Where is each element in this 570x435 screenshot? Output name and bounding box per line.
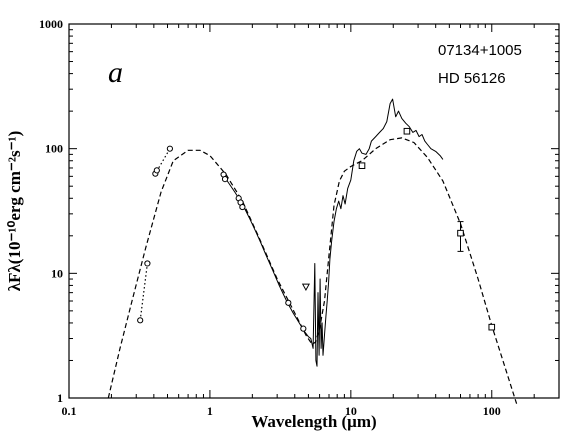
data-point-square (457, 229, 464, 237)
data-point-square (488, 323, 496, 331)
x-tick-label: 10 (345, 404, 357, 418)
data-point-circle (153, 167, 160, 174)
annotation-source-id: 07134+1005 (438, 42, 522, 59)
model-curve-dashed (107, 137, 518, 404)
spectrum-curve-solid (225, 98, 444, 367)
data-point-circle (137, 317, 144, 324)
data-point-circle (166, 145, 174, 152)
x-tick-label: 1 (207, 404, 213, 418)
marker-layer (137, 127, 496, 332)
y-tick-labels: 1 10 100 1000 (39, 17, 63, 405)
photometry-link-dotted (139, 263, 148, 321)
y-axis-title: λFλ(10⁻¹⁰erg cm⁻²s⁻¹) (5, 131, 24, 292)
x-axis-title: Wavelength (μm) (251, 412, 376, 431)
y-tick-label: 1 (57, 391, 63, 405)
data-point-circle (144, 260, 151, 267)
x-tick-labels: 0.1 1 10 100 (62, 404, 501, 418)
y-tick-label: 100 (45, 142, 63, 156)
y-tick-label: 1000 (39, 17, 63, 31)
data-point-circle (239, 203, 246, 211)
data-point-circle (285, 299, 292, 306)
data-point-square (403, 127, 411, 135)
data-point-circle (221, 176, 229, 183)
data-point-circle (300, 325, 307, 332)
series-layer (107, 98, 518, 404)
x-tick-label: 100 (483, 404, 501, 418)
y-tick-label: 10 (51, 266, 63, 280)
plot-frame (68, 23, 560, 399)
axis-ticks (68, 23, 560, 399)
x-tick-label: 0.1 (62, 404, 77, 418)
photometry-link-dotted (156, 148, 171, 172)
panel-label: a (108, 56, 123, 89)
data-point-square (358, 162, 366, 170)
annotation-star-name: HD 56126 (438, 70, 506, 87)
data-point-triangle (301, 283, 310, 292)
